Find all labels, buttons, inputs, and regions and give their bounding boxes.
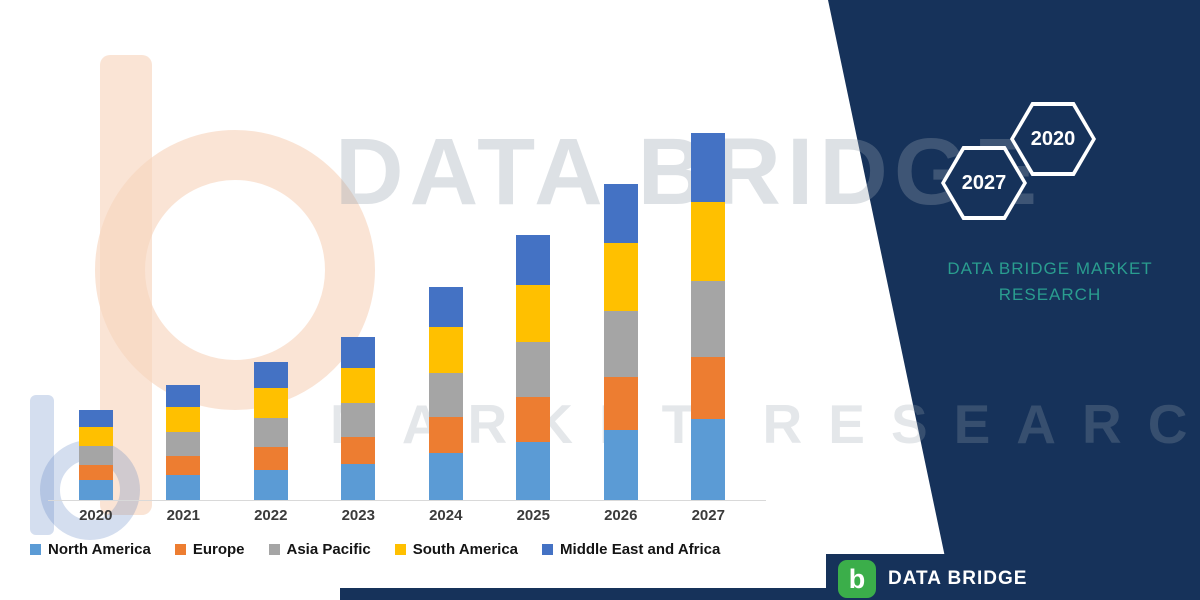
bar-segment-2026-europe bbox=[603, 377, 638, 430]
legend-label: North America bbox=[48, 541, 151, 558]
legend-label: South America bbox=[412, 541, 519, 558]
footer-logo: b DATA BRIDGE bbox=[838, 560, 1027, 598]
legend-swatch-icon bbox=[268, 544, 280, 555]
stacked-bar-2027 bbox=[691, 133, 726, 500]
bar-column-2025 bbox=[490, 120, 578, 500]
databridge-logo-icon: b bbox=[838, 560, 876, 598]
bar-segment-2027-middle-east-and-africa bbox=[691, 133, 726, 202]
legend-label: Europe bbox=[192, 541, 245, 558]
legend-item-europe: Europe bbox=[174, 541, 245, 558]
bottom-bar bbox=[340, 588, 1200, 600]
bar-segment-2027-north-america bbox=[691, 419, 726, 500]
panel-brand-line1: DATA BRIDGE MARKET bbox=[947, 259, 1153, 278]
bar-column-2027 bbox=[665, 120, 753, 500]
bar-segment-2021-europe bbox=[166, 456, 201, 475]
panel-brand-line2: RESEARCH bbox=[998, 285, 1102, 305]
bar-segment-2027-europe bbox=[691, 357, 726, 419]
bar-segment-2021-north-america bbox=[166, 475, 201, 500]
bar-segment-2020-middle-east-and-africa bbox=[78, 410, 113, 427]
bar-segment-2024-north-america bbox=[428, 453, 463, 500]
x-axis-label-2022: 2022 bbox=[254, 507, 288, 524]
bar-column-2020 bbox=[52, 120, 140, 500]
bar-segment-2026-north-america bbox=[603, 430, 638, 500]
bar-segment-2023-south-america bbox=[341, 368, 376, 403]
bar-segment-2025-asia-pacific bbox=[516, 342, 551, 397]
stacked-bar-2022 bbox=[253, 362, 288, 500]
hexagon-fill: 2027 bbox=[945, 150, 1023, 216]
bar-segment-2020-asia-pacific bbox=[78, 446, 113, 465]
bar-segment-2027-south-america bbox=[691, 202, 726, 281]
hexagon-year-label: 2020 bbox=[1030, 127, 1076, 150]
chart-columns bbox=[52, 120, 752, 500]
legend-swatch-icon bbox=[394, 544, 406, 555]
bar-segment-2020-south-america bbox=[78, 427, 113, 446]
bar-segment-2023-asia-pacific bbox=[341, 403, 376, 437]
chart-legend: North America Europe Asia Pacific South Ame… bbox=[30, 541, 720, 558]
x-axis-label-2024: 2024 bbox=[429, 507, 463, 524]
bar-segment-2025-south-america bbox=[516, 285, 551, 342]
legend-item-asia-pacific: Asia Pacific bbox=[268, 541, 371, 558]
stacked-bar-2020 bbox=[78, 410, 113, 500]
bar-segment-2025-middle-east-and-africa bbox=[516, 235, 551, 285]
legend-item-middle-east-and-africa: Middle East and Africa bbox=[542, 541, 720, 558]
legend-item-north-america: North America bbox=[30, 541, 151, 558]
bar-column-2026 bbox=[577, 120, 665, 500]
bar-segment-2024-europe bbox=[428, 417, 463, 453]
bar-segment-2026-south-america bbox=[603, 243, 638, 311]
bar-column-2024 bbox=[402, 120, 490, 500]
bar-segment-2025-europe bbox=[516, 397, 551, 442]
x-axis-label-2023: 2023 bbox=[341, 507, 375, 524]
legend-label: Middle East and Africa bbox=[560, 541, 721, 558]
bar-segment-2020-europe bbox=[78, 465, 113, 480]
legend-label: Asia Pacific bbox=[286, 541, 371, 558]
bar-segment-2021-south-america bbox=[166, 407, 201, 432]
bar-segment-2021-middle-east-and-africa bbox=[166, 385, 201, 407]
stacked-bar-2023 bbox=[341, 337, 376, 500]
bar-segment-2022-asia-pacific bbox=[253, 418, 288, 447]
bar-segment-2023-north-america bbox=[341, 464, 376, 500]
bar-segment-2026-middle-east-and-africa bbox=[603, 184, 638, 243]
panel-brand-text: DATA BRIDGE MARKET RESEARCH bbox=[915, 256, 1185, 309]
hexagon-badge-2027: 2027 bbox=[941, 146, 1027, 220]
x-axis-label-2027: 2027 bbox=[691, 507, 725, 524]
legend-swatch-icon bbox=[30, 544, 41, 555]
x-axis-labels: 2020 2021 2022 2023 2024 2025 2026 2027 bbox=[52, 507, 752, 524]
hexagon-fill: 2020 bbox=[1014, 106, 1092, 172]
stacked-bar-2026 bbox=[603, 184, 638, 500]
x-axis-label-2025: 2025 bbox=[516, 507, 550, 524]
bar-segment-2024-middle-east-and-africa bbox=[428, 287, 463, 327]
footer-brand-text: DATA BRIDGE bbox=[888, 568, 1028, 589]
bar-column-2021 bbox=[140, 120, 228, 500]
bar-segment-2026-asia-pacific bbox=[603, 311, 638, 377]
legend-swatch-icon bbox=[174, 544, 186, 555]
legend-item-south-america: South America bbox=[394, 541, 519, 558]
bar-column-2023 bbox=[315, 120, 403, 500]
bar-segment-2022-europe bbox=[253, 447, 288, 470]
bar-segment-2025-north-america bbox=[516, 442, 551, 500]
bar-column-2022 bbox=[227, 120, 315, 500]
hexagon-year-label: 2027 bbox=[961, 171, 1007, 194]
stacked-bar-2025 bbox=[516, 235, 551, 500]
bar-segment-2021-asia-pacific bbox=[166, 432, 201, 456]
bar-segment-2022-south-america bbox=[253, 388, 288, 418]
bar-segment-2023-europe bbox=[341, 437, 376, 464]
hexagon-outline: 2020 bbox=[1010, 102, 1096, 176]
x-axis-label-2021: 2021 bbox=[166, 507, 200, 524]
bar-segment-2023-middle-east-and-africa bbox=[341, 337, 376, 368]
stacked-bar-2021 bbox=[166, 385, 201, 500]
bar-segment-2020-north-america bbox=[78, 480, 113, 500]
x-axis-label-2020: 2020 bbox=[79, 507, 113, 524]
bar-segment-2022-middle-east-and-africa bbox=[253, 362, 288, 388]
legend-swatch-icon bbox=[542, 544, 554, 555]
bar-segment-2022-north-america bbox=[253, 470, 288, 500]
bar-segment-2024-south-america bbox=[428, 327, 463, 373]
stacked-bar-2024 bbox=[428, 287, 463, 500]
hexagon-badge-2020: 2020 bbox=[1010, 102, 1096, 176]
bar-segment-2024-asia-pacific bbox=[428, 373, 463, 417]
chart-baseline bbox=[48, 500, 766, 501]
x-axis-label-2026: 2026 bbox=[604, 507, 638, 524]
bar-segment-2027-asia-pacific bbox=[691, 281, 726, 357]
